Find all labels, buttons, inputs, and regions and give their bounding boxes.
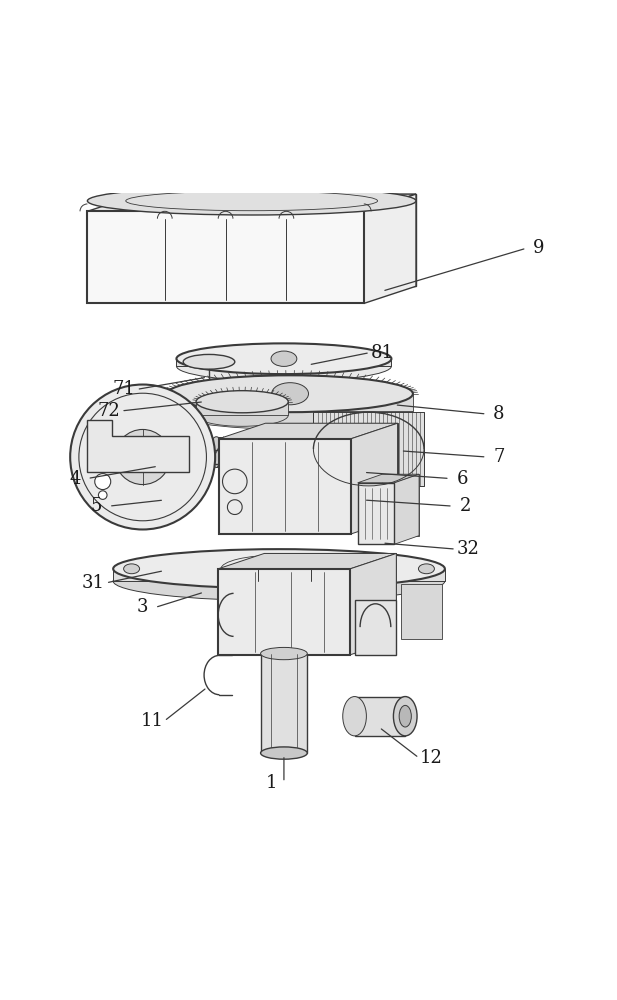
- Ellipse shape: [313, 412, 424, 486]
- Text: 9: 9: [533, 239, 545, 257]
- Ellipse shape: [123, 564, 139, 574]
- Polygon shape: [88, 420, 189, 472]
- Polygon shape: [220, 423, 397, 439]
- Polygon shape: [264, 553, 396, 639]
- Text: 2: 2: [460, 497, 471, 515]
- Polygon shape: [358, 474, 419, 483]
- Ellipse shape: [88, 187, 416, 215]
- Ellipse shape: [183, 354, 235, 369]
- Text: 1: 1: [266, 774, 278, 792]
- Ellipse shape: [394, 697, 417, 736]
- Polygon shape: [218, 569, 350, 655]
- Ellipse shape: [115, 429, 170, 485]
- Polygon shape: [196, 402, 288, 415]
- Ellipse shape: [176, 351, 391, 381]
- Polygon shape: [176, 359, 391, 366]
- Text: 31: 31: [82, 574, 105, 592]
- Text: 71: 71: [113, 380, 136, 398]
- Text: 32: 32: [457, 540, 479, 558]
- Ellipse shape: [99, 491, 107, 499]
- Text: 81: 81: [371, 344, 394, 362]
- Ellipse shape: [113, 561, 445, 601]
- Polygon shape: [350, 553, 396, 655]
- Text: 72: 72: [97, 402, 120, 420]
- Polygon shape: [382, 474, 419, 536]
- Ellipse shape: [326, 437, 340, 467]
- Polygon shape: [352, 423, 397, 534]
- Ellipse shape: [260, 747, 307, 759]
- Polygon shape: [113, 569, 445, 581]
- Polygon shape: [364, 194, 416, 303]
- Polygon shape: [88, 211, 364, 303]
- Polygon shape: [218, 553, 396, 569]
- Polygon shape: [139, 194, 416, 286]
- Ellipse shape: [95, 474, 110, 490]
- Polygon shape: [217, 437, 333, 467]
- Ellipse shape: [196, 404, 288, 426]
- Ellipse shape: [196, 391, 288, 413]
- Text: 12: 12: [420, 749, 443, 767]
- Polygon shape: [220, 439, 352, 534]
- Ellipse shape: [209, 437, 223, 467]
- Text: 3: 3: [137, 598, 149, 616]
- Polygon shape: [88, 194, 416, 211]
- Ellipse shape: [271, 351, 297, 366]
- Ellipse shape: [399, 705, 412, 727]
- Text: 8: 8: [493, 405, 505, 423]
- Text: 7: 7: [493, 448, 505, 466]
- Text: 5: 5: [91, 497, 102, 515]
- Polygon shape: [394, 474, 419, 544]
- Polygon shape: [260, 654, 307, 753]
- Text: 4: 4: [69, 470, 81, 488]
- Polygon shape: [355, 697, 405, 736]
- Ellipse shape: [113, 549, 445, 588]
- Polygon shape: [167, 394, 413, 411]
- Ellipse shape: [342, 697, 366, 736]
- Polygon shape: [313, 412, 424, 486]
- Polygon shape: [400, 584, 442, 639]
- Ellipse shape: [418, 564, 434, 574]
- Ellipse shape: [134, 448, 151, 466]
- Polygon shape: [358, 483, 394, 544]
- Text: 11: 11: [141, 712, 164, 730]
- Ellipse shape: [70, 385, 215, 529]
- Text: 6: 6: [457, 470, 468, 488]
- Ellipse shape: [176, 343, 391, 374]
- Ellipse shape: [260, 647, 307, 660]
- Polygon shape: [355, 600, 396, 655]
- Ellipse shape: [271, 383, 308, 405]
- Ellipse shape: [167, 375, 413, 412]
- Polygon shape: [265, 423, 397, 518]
- Ellipse shape: [167, 393, 413, 429]
